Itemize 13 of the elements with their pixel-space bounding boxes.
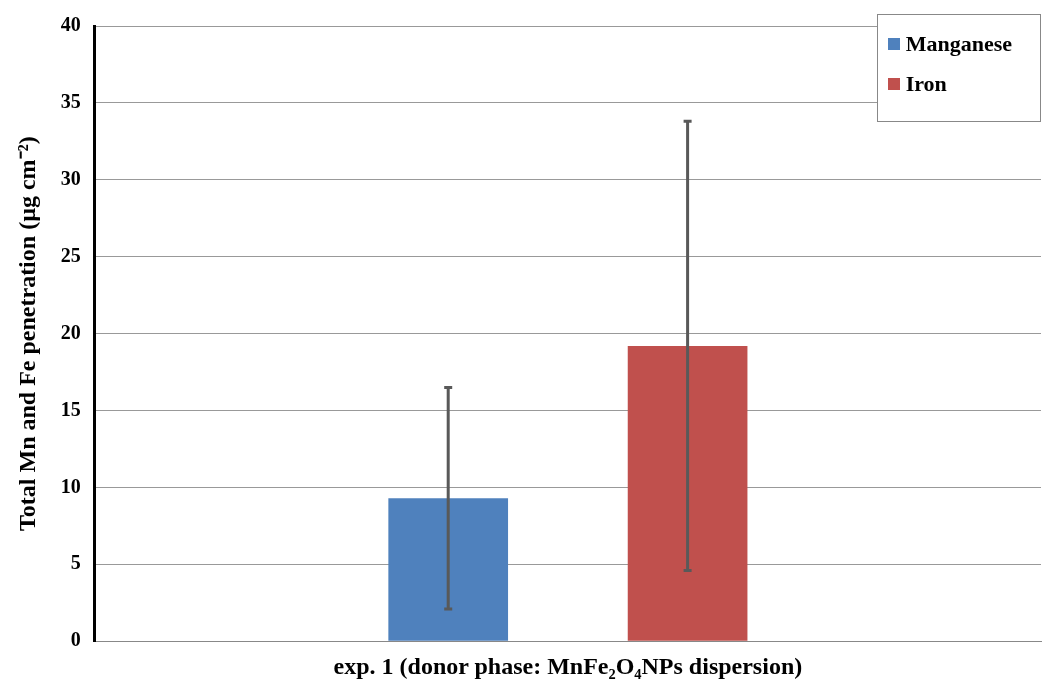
y-tick-label: 10 (60, 474, 81, 497)
y-tick-label: 30 (60, 166, 81, 189)
legend-label: Iron (905, 71, 947, 97)
y-axis-title: Total Mn and Fe penetration (µg cm⁻²) (13, 136, 40, 531)
y-tick-label: 15 (60, 397, 81, 420)
y-tick-label: 20 (60, 320, 81, 343)
legend-label: Manganese (905, 31, 1012, 57)
y-tick-label: 0 (70, 628, 81, 651)
x-tick-label: exp. 1 (donor phase: MnFe₂O₄NPs dispersion) (333, 652, 803, 679)
y-tick-label: 5 (70, 551, 81, 574)
y-tick-label: 40 (60, 13, 81, 36)
y-tick-label: 25 (60, 243, 81, 266)
y-tick-label: 35 (60, 90, 81, 113)
